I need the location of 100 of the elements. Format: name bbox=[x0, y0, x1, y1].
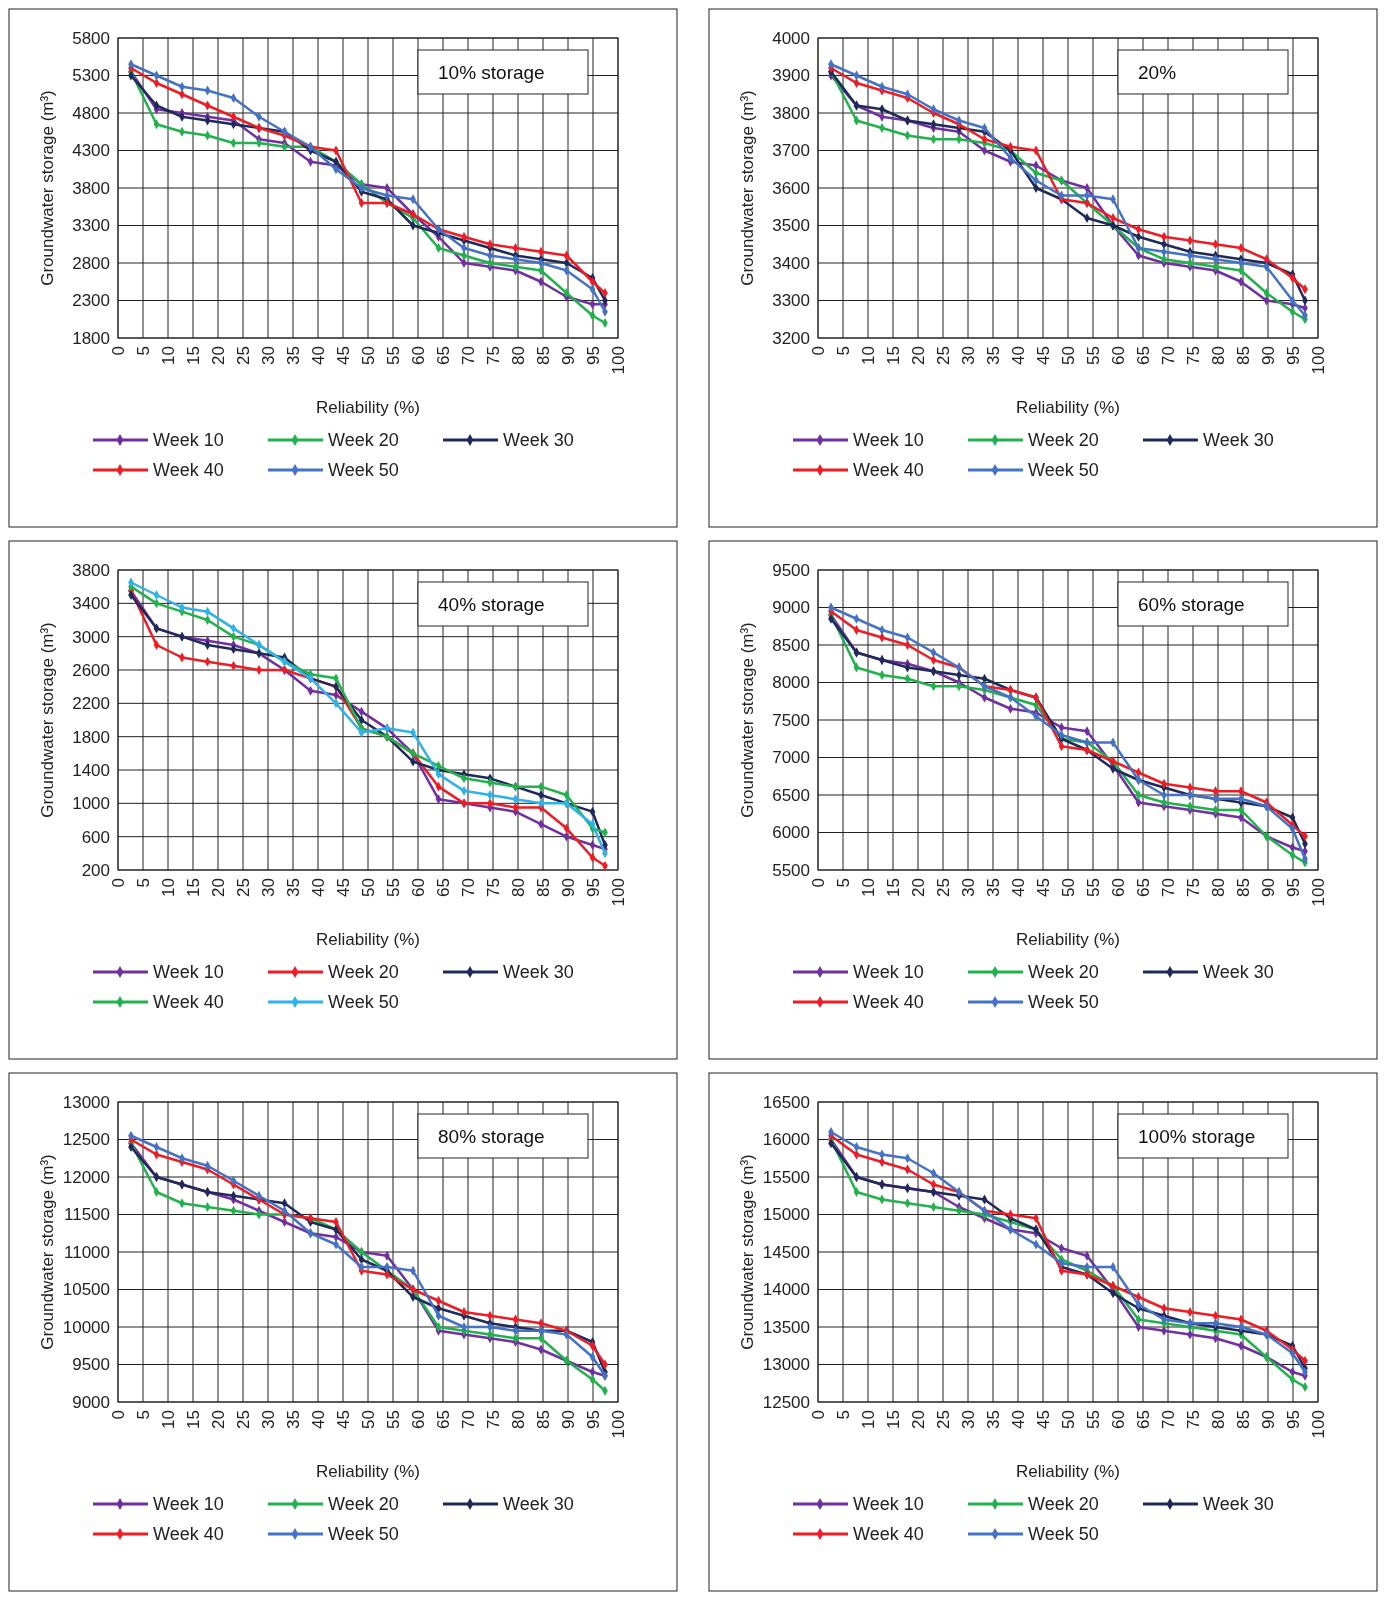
x-tick-label: 25 bbox=[233, 346, 253, 365]
y-tick-label: 600 bbox=[81, 827, 110, 847]
legend-label: Week 20 bbox=[1028, 430, 1099, 451]
x-tick-label: 35 bbox=[983, 878, 1003, 897]
x-tick-label: 60 bbox=[1108, 346, 1128, 365]
x-tick-label: 40 bbox=[1008, 346, 1028, 365]
x-tick-label: 5 bbox=[833, 1410, 853, 1420]
y-tick-label: 3500 bbox=[772, 216, 810, 236]
x-tick-label: 0 bbox=[108, 1410, 128, 1420]
x-tick-label: 45 bbox=[1033, 346, 1053, 365]
point bbox=[358, 198, 365, 208]
legend-label: Week 10 bbox=[153, 1494, 224, 1515]
y-tick-label: 1000 bbox=[72, 794, 110, 814]
x-tick-label: 100 bbox=[1308, 1410, 1328, 1439]
x-tick-label: 55 bbox=[383, 878, 403, 897]
x-tick-label: 60 bbox=[408, 346, 428, 365]
y-tick-label: 14500 bbox=[762, 1242, 810, 1262]
y-axis-title: Groundwater storage (m³) bbox=[738, 622, 757, 818]
x-tick-label: 65 bbox=[433, 878, 453, 897]
y-tick-label: 3600 bbox=[772, 178, 810, 198]
x-tick-label: 10 bbox=[158, 346, 178, 365]
x-tick-label: 10 bbox=[858, 1410, 878, 1429]
point bbox=[1212, 805, 1219, 815]
x-tick-label: 0 bbox=[108, 878, 128, 888]
x-tick-label: 10 bbox=[158, 878, 178, 897]
y-tick-label: 9500 bbox=[72, 1355, 110, 1375]
y-axis-title: Groundwater storage (m³) bbox=[38, 90, 57, 286]
x-tick-label: 75 bbox=[483, 346, 503, 365]
legend-label: Week 40 bbox=[153, 460, 224, 481]
y-tick-label: 10500 bbox=[62, 1280, 110, 1300]
x-tick-label: 0 bbox=[108, 346, 128, 356]
x-tick-label: 35 bbox=[283, 346, 303, 365]
y-tick-label: 9000 bbox=[772, 598, 810, 618]
y-tick-label: 3200 bbox=[772, 328, 810, 348]
y-tick-label: 16500 bbox=[762, 1092, 810, 1112]
x-tick-label: 85 bbox=[533, 346, 553, 365]
point bbox=[435, 1322, 442, 1332]
x-tick-label: 65 bbox=[1133, 346, 1153, 365]
x-tick-label: 55 bbox=[1083, 346, 1103, 365]
x-tick-label: 10 bbox=[858, 346, 878, 365]
legend-label: Week 30 bbox=[1203, 1494, 1274, 1515]
x-tick-label: 5 bbox=[133, 1410, 153, 1420]
legend-label: Week 50 bbox=[1028, 460, 1099, 481]
x-tick-label: 65 bbox=[1133, 878, 1153, 897]
legend-label: Week 30 bbox=[503, 430, 574, 451]
x-tick-label: 55 bbox=[1083, 878, 1103, 897]
y-tick-label: 3000 bbox=[72, 627, 110, 647]
x-tick-label: 30 bbox=[258, 346, 278, 365]
y-tick-label: 12000 bbox=[62, 1167, 110, 1187]
y-axis-title: Groundwater storage (m³) bbox=[738, 1154, 757, 1350]
x-tick-label: 95 bbox=[583, 346, 603, 365]
legend-label: Week 20 bbox=[328, 430, 399, 451]
x-tick-label: 65 bbox=[1133, 1410, 1153, 1429]
point bbox=[930, 1202, 937, 1212]
x-tick-label: 90 bbox=[558, 878, 578, 897]
x-tick-label: 45 bbox=[333, 878, 353, 897]
y-tick-label: 9500 bbox=[772, 560, 810, 580]
x-tick-label: 40 bbox=[308, 878, 328, 897]
x-tick-label: 0 bbox=[808, 1410, 828, 1420]
legend-label: Week 30 bbox=[1203, 962, 1274, 983]
y-tick-label: 5500 bbox=[772, 860, 810, 880]
x-tick-label: 45 bbox=[1033, 878, 1053, 897]
y-tick-label: 2800 bbox=[72, 253, 110, 273]
legend-label: Week 20 bbox=[328, 1494, 399, 1515]
x-tick-label: 60 bbox=[408, 1410, 428, 1429]
y-tick-label: 2200 bbox=[72, 694, 110, 714]
y-tick-label: 12500 bbox=[762, 1392, 810, 1412]
annotation: 20% bbox=[1138, 61, 1177, 83]
point bbox=[230, 138, 237, 148]
point bbox=[853, 1187, 860, 1197]
y-tick-label: 2300 bbox=[72, 291, 110, 311]
point bbox=[853, 625, 860, 635]
x-tick-label: 15 bbox=[183, 346, 203, 365]
x-axis-title: Reliability (%) bbox=[316, 1462, 420, 1481]
x-tick-label: 40 bbox=[1008, 878, 1028, 897]
point bbox=[1135, 790, 1142, 800]
x-tick-label: 50 bbox=[1058, 1410, 1078, 1429]
x-tick-label: 80 bbox=[508, 346, 528, 365]
x-tick-label: 40 bbox=[308, 346, 328, 365]
y-tick-label: 200 bbox=[81, 860, 110, 880]
x-tick-label: 30 bbox=[258, 1410, 278, 1429]
x-tick-label: 55 bbox=[383, 1410, 403, 1429]
x-tick-label: 75 bbox=[483, 1410, 503, 1429]
point bbox=[358, 183, 365, 193]
point bbox=[853, 1142, 860, 1152]
point bbox=[153, 640, 160, 650]
point bbox=[153, 1187, 160, 1197]
legend-label: Week 40 bbox=[853, 1524, 924, 1545]
legend-label: Week 50 bbox=[328, 992, 399, 1013]
y-tick-label: 6000 bbox=[772, 823, 810, 843]
y-tick-label: 3800 bbox=[72, 560, 110, 580]
y-axis-title: Groundwater storage (m³) bbox=[38, 1154, 57, 1350]
x-axis-title: Reliability (%) bbox=[316, 398, 420, 417]
x-tick-label: 20 bbox=[208, 878, 228, 897]
point bbox=[1289, 850, 1296, 860]
point bbox=[204, 1202, 211, 1212]
x-axis-title: Reliability (%) bbox=[1016, 1462, 1120, 1481]
x-tick-label: 80 bbox=[508, 878, 528, 897]
y-tick-label: 16000 bbox=[762, 1130, 810, 1150]
x-tick-label: 70 bbox=[1158, 346, 1178, 365]
